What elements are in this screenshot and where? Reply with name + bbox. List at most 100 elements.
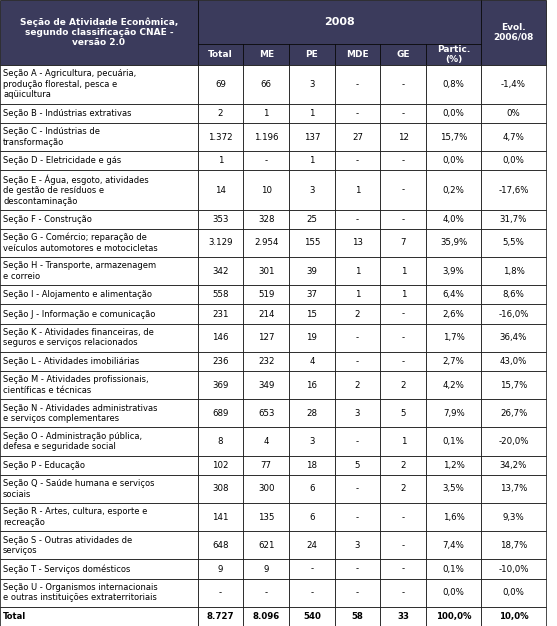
Text: 1,8%: 1,8%	[502, 267, 525, 275]
Text: 58: 58	[351, 612, 364, 621]
Text: 16: 16	[306, 381, 317, 389]
Text: -: -	[402, 333, 405, 342]
Text: 301: 301	[258, 267, 275, 275]
Bar	[0, 257, 198, 285]
Bar	[481, 352, 546, 371]
Text: 7: 7	[400, 239, 406, 247]
Text: 2: 2	[218, 109, 223, 118]
Text: Seção E - Água, esgoto, atividades
de gestão de resíduos e
descontaminação: Seção E - Água, esgoto, atividades de ge…	[3, 175, 149, 206]
Bar	[289, 503, 335, 531]
Bar	[335, 371, 380, 399]
Text: -: -	[356, 588, 359, 597]
Bar	[380, 456, 426, 475]
Text: Seção H - Transporte, armazenagem
e correio: Seção H - Transporte, armazenagem e corr…	[3, 262, 156, 281]
Bar	[481, 607, 546, 626]
Bar	[481, 428, 546, 456]
Bar	[289, 324, 335, 352]
Text: 66: 66	[261, 80, 272, 89]
Bar	[335, 123, 380, 151]
Text: 15,7%: 15,7%	[500, 381, 527, 389]
Bar	[380, 304, 426, 324]
Text: 8.096: 8.096	[253, 612, 280, 621]
Bar	[481, 257, 546, 285]
Bar	[426, 352, 481, 371]
Text: -20,0%: -20,0%	[499, 437, 529, 446]
Text: -: -	[402, 588, 405, 597]
Text: 1: 1	[218, 156, 223, 165]
Text: 9: 9	[218, 565, 223, 573]
Text: 7,4%: 7,4%	[443, 541, 465, 550]
Bar	[243, 578, 289, 607]
Text: 2,6%: 2,6%	[443, 309, 465, 319]
Text: Seção T - Serviços domésticos: Seção T - Serviços domésticos	[3, 564, 130, 574]
Text: 1: 1	[400, 290, 406, 299]
Text: -: -	[219, 588, 222, 597]
Bar	[198, 0, 481, 44]
Bar	[335, 324, 380, 352]
Bar	[198, 64, 243, 104]
Text: 24: 24	[306, 541, 317, 550]
Text: 236: 236	[212, 357, 229, 366]
Bar	[380, 170, 426, 210]
Text: -: -	[402, 109, 405, 118]
Bar	[198, 44, 243, 64]
Bar	[426, 607, 481, 626]
Bar	[0, 210, 198, 229]
Bar	[380, 371, 426, 399]
Bar	[198, 371, 243, 399]
Bar	[0, 371, 198, 399]
Text: -: -	[356, 437, 359, 446]
Text: 3,5%: 3,5%	[443, 485, 465, 493]
Bar	[0, 578, 198, 607]
Text: 26,7%: 26,7%	[500, 409, 527, 418]
Text: -: -	[356, 80, 359, 89]
Bar	[335, 352, 380, 371]
Bar	[481, 151, 546, 170]
Bar	[0, 399, 198, 428]
Bar	[0, 531, 198, 560]
Text: 1: 1	[400, 267, 406, 275]
Bar	[289, 123, 335, 151]
Text: 31,7%: 31,7%	[500, 215, 527, 223]
Bar	[380, 64, 426, 104]
Bar	[289, 371, 335, 399]
Bar	[380, 210, 426, 229]
Bar	[243, 456, 289, 475]
Text: 33: 33	[397, 612, 409, 621]
Bar	[380, 44, 426, 64]
Bar	[289, 607, 335, 626]
Bar	[335, 475, 380, 503]
Text: 137: 137	[304, 133, 320, 141]
Text: PE: PE	[306, 50, 318, 59]
Bar	[243, 229, 289, 257]
Text: 13,7%: 13,7%	[500, 485, 527, 493]
Text: 2008: 2008	[324, 17, 355, 27]
Bar	[380, 578, 426, 607]
Bar	[198, 456, 243, 475]
Bar	[426, 257, 481, 285]
Bar	[243, 170, 289, 210]
Bar	[426, 324, 481, 352]
Text: -: -	[402, 309, 405, 319]
Text: Seção J - Informação e comunicação: Seção J - Informação e comunicação	[3, 309, 155, 319]
Bar	[289, 560, 335, 578]
Bar	[380, 123, 426, 151]
Text: 214: 214	[258, 309, 275, 319]
Bar	[289, 210, 335, 229]
Bar	[289, 352, 335, 371]
Bar	[481, 285, 546, 304]
Text: MDE: MDE	[346, 50, 369, 59]
Bar	[243, 503, 289, 531]
Text: 5,5%: 5,5%	[502, 239, 525, 247]
Text: 231: 231	[212, 309, 229, 319]
Bar	[289, 428, 335, 456]
Text: -: -	[402, 357, 405, 366]
Bar	[243, 560, 289, 578]
Bar	[380, 104, 426, 123]
Text: -10,0%: -10,0%	[499, 565, 529, 573]
Text: 2: 2	[355, 381, 360, 389]
Text: 689: 689	[212, 409, 229, 418]
Text: 102: 102	[212, 461, 229, 470]
Bar	[380, 475, 426, 503]
Text: 6: 6	[309, 485, 315, 493]
